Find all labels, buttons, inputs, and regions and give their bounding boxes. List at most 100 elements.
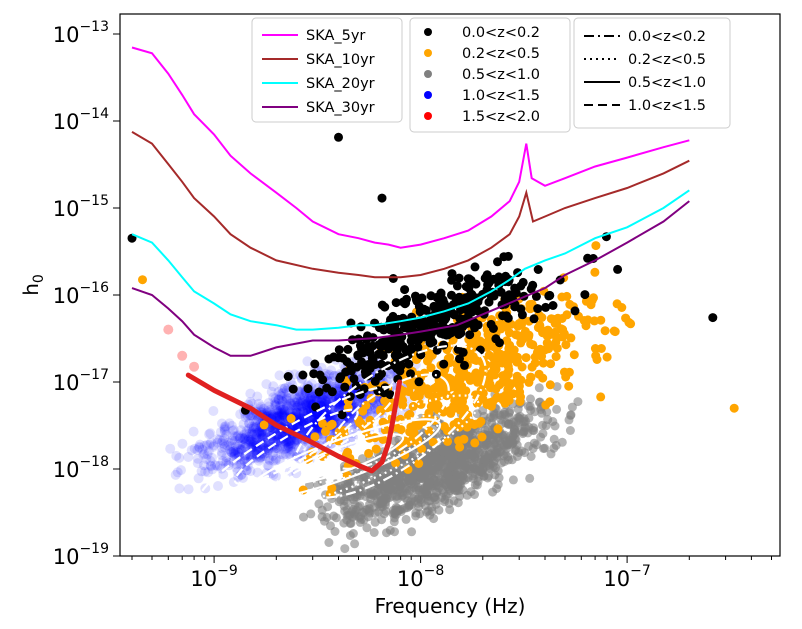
scatter-point [284,406,295,417]
scatter-point [248,421,259,432]
scatter-point [242,456,253,467]
x-tick-label: 10−7 [603,563,650,591]
scatter-point [291,394,302,405]
scatter-point [305,393,316,404]
legend-curve-label: SKA_20yr [306,76,375,92]
scatter-point [434,293,444,303]
scatter-point [494,272,504,282]
scatter-point [344,413,355,424]
scatter-point [579,316,589,325]
scatter-point [254,429,265,440]
scatter-point [257,432,268,443]
scatter-point [425,337,435,347]
scatter-point [177,438,188,449]
scatter-point [546,314,556,324]
scatter-point [216,447,227,458]
scatter-point [240,442,251,453]
scatter-point [427,506,437,516]
scatter-point [521,416,531,426]
scatter-point [230,445,241,456]
scatter-point [240,442,251,453]
scatter-point [276,407,287,418]
scatter-point [301,401,312,412]
scatter-point [602,352,612,362]
scatter-point [242,460,253,471]
scatter-point [355,501,365,511]
scatter-point [405,409,415,419]
scatter-point [274,415,285,426]
scatter-point [277,409,288,420]
scatter-point [279,383,290,394]
scatter-point [270,400,281,411]
scatter-point [247,426,258,437]
scatter-point [288,400,299,411]
scatter-point [201,440,212,450]
legend-points-box [409,17,571,133]
scatter-point [380,396,390,406]
scatter-point [309,413,320,424]
scatter-point [252,427,263,438]
scatter-point [309,393,320,404]
scatter-point [492,393,502,403]
scatter-point [323,502,333,512]
scatter-point [297,402,308,413]
scatter-point [268,392,279,403]
scatter-point [200,466,211,477]
scatter-point [206,437,216,448]
scatter-point [198,449,209,460]
scatter-point [379,509,389,519]
scatter-point [325,489,335,499]
scatter-point [321,395,332,405]
scatter-point [529,314,539,324]
scatter-point [247,423,258,434]
scatter-point [298,425,308,436]
scatter-point [523,401,533,411]
scatter-point [270,412,281,422]
scatter-point [561,372,571,382]
scatter-point [385,525,395,535]
scatter-point [518,277,528,287]
scatter-point [528,444,538,453]
scatter-point [552,343,562,353]
scatter-point [275,440,286,451]
scatter-point [462,464,472,474]
legend-curve-label: SKA_5yr [306,28,365,44]
legend-line-label: 0.5<z<1.0 [628,75,706,91]
scatter-point [306,392,316,402]
x-axis-title: Frequency (Hz) [375,594,526,618]
scatter-point [331,513,341,523]
scatter-point [431,495,441,505]
scatter-point [273,394,284,405]
scatter-point [310,422,321,433]
scatter-point [279,435,290,446]
scatter-point [513,376,523,385]
scatter-point [273,394,284,405]
scatter-point [476,417,486,426]
scatter-point [244,451,255,462]
scatter-point [246,421,257,432]
scatter-point [289,439,300,450]
scatter-point [430,466,440,476]
scatter-point [244,423,255,434]
scatter-point [251,446,262,457]
scatter-point [272,429,283,440]
scatter-point [396,468,406,478]
scatter-point [247,440,258,451]
scatter-point [557,437,567,447]
scatter-point [251,417,262,427]
scatter-point [275,401,286,412]
scatter-point [273,410,284,421]
scatter-point [204,429,215,440]
scatter-point [271,410,282,421]
scatter-point [279,415,290,426]
scatter-point [534,383,544,393]
scatter-point [538,429,548,439]
y-tick-label: 10−13 [53,19,109,47]
scatter-point [504,420,513,430]
scatter-point [303,397,314,408]
scatter-point [237,433,248,444]
scatter-point [497,377,507,387]
scatter-point [309,417,320,427]
scatter-point [301,404,311,415]
scatter-point [186,445,197,456]
